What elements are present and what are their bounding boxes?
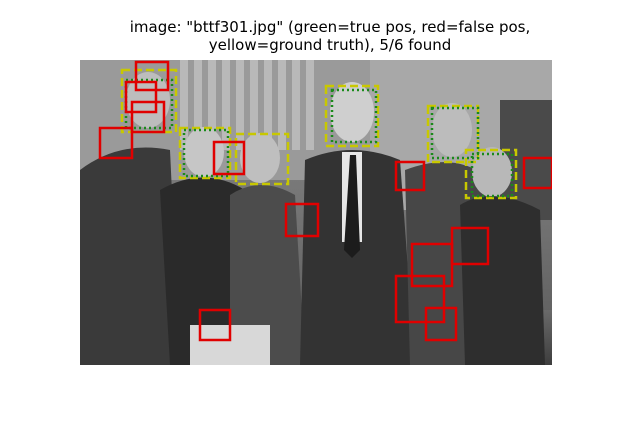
photo-axes	[80, 60, 552, 365]
false-positive-boxes	[98, 60, 552, 342]
fp-box	[130, 100, 166, 134]
fp-box	[98, 126, 134, 160]
figure-title-line-2: yellow=ground truth), 5/6 found	[208, 36, 452, 54]
fp-box	[424, 306, 458, 342]
fp-box	[198, 308, 232, 342]
figure-title: image: "bttf301.jpg" (green=true pos, re…	[0, 18, 640, 54]
fp-box	[124, 80, 158, 114]
gt-box	[120, 68, 178, 134]
tp-box	[182, 128, 230, 178]
fp-box	[410, 242, 454, 288]
gt-box	[178, 126, 232, 180]
gt-box	[324, 84, 380, 148]
fp-box	[284, 202, 320, 238]
gt-box	[234, 132, 290, 186]
fp-box	[394, 160, 426, 192]
people-group	[80, 72, 545, 365]
true-positive-boxes	[124, 78, 514, 198]
fp-box	[522, 156, 552, 190]
fp-box	[394, 274, 446, 324]
window-blinds	[180, 60, 314, 150]
gt-box	[464, 148, 518, 200]
photo-canvas	[80, 60, 552, 365]
tp-box	[430, 106, 480, 160]
figure-title-line-1: image: "bttf301.jpg" (green=true pos, re…	[129, 18, 531, 36]
tp-box	[124, 78, 174, 130]
fp-box	[134, 60, 170, 92]
tp-box	[470, 152, 514, 198]
tp-box	[330, 88, 378, 144]
ground-truth-boxes	[120, 68, 518, 200]
fp-box	[212, 140, 246, 176]
